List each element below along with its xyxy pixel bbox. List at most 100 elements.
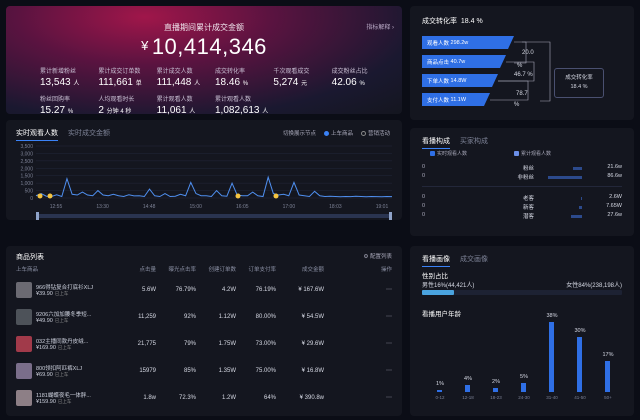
audience-panel: 看播画像 成交画像 性别占比 男性16%(44,421人) 女性84%(238,… [410,246,634,416]
kpi-label: 粉丝回购率 [40,97,71,103]
x-tick-label: 13:30 [96,204,109,210]
cumulative-count: 21.6w [607,164,622,170]
column-header[interactable]: 成交金额 [301,267,324,273]
kpi-label: 千次观看成交 [273,69,310,75]
table-row[interactable]: 966得钻复合打底衫XLJ ¥39.90 已上车 5.6W 76.79% 4.2W… [16,276,392,303]
row-more-icon[interactable]: ⋯ [386,395,392,401]
column-header[interactable]: 点击量 [139,267,156,273]
kpi-value: 11,061 人 [156,105,196,116]
scrollbar-handle[interactable] [36,212,39,220]
kpi-label: 累计观看人数 [156,97,193,103]
kpi-item: 累计观看人数 11,061 人 [157,94,215,116]
tab-viewer-composition[interactable]: 看播构成 [422,136,450,149]
product-info: 1181蝴蝶夜毛一体胖... ¥159.90 已上车 [16,389,116,406]
row-more-icon[interactable]: ⋯ [386,314,392,320]
tab-viewer-profile[interactable]: 看播画像 [422,254,450,267]
product-thumbnail [16,389,32,406]
product-name: 032主播同款丹皮绒... [36,338,89,345]
funnel-pct-1-unit: % [517,63,523,69]
legend-realtime: 实时观看人数 [430,150,467,157]
kpi-label: 累计成交人数 [156,69,193,75]
kpi-label: 累计成交订单数 [98,69,141,75]
age-label: 41-50 [574,395,586,400]
age-bar [605,360,610,392]
funnel-shape [422,36,551,106]
product-info: 966得钻复合打底衫XLJ ¥39.90 已上车 [16,281,116,298]
funnel-step: 支付人数 11.1W [427,96,467,104]
cell-amount: ¥ 16.8W [301,367,324,374]
option-products[interactable]: 上车商品 [323,129,353,137]
radio-off-icon [360,131,366,136]
cell-amount: ¥ 54.5W [301,313,324,320]
radio-on-icon [323,131,329,136]
product-list-title: 商品列表 [16,254,44,261]
viewers-series-line [35,175,393,198]
y-tick-label: 1,000 [20,181,33,187]
cell-clicks: 1.8w [143,394,156,401]
product-name: 9206六加加腰冬季短... [36,311,92,318]
segment-bar [580,197,582,200]
segment-bar [547,176,582,179]
product-price: ¥169.90 已上车 [36,344,72,351]
age-pct: 17% [602,351,614,358]
table-row[interactable]: 800领扣阿匹裤XLJ ¥69.90 已上车 15979 85% 1.35W 75… [16,357,392,384]
age-title: 看播用户年龄 [422,311,461,318]
config-columns-button[interactable]: ⚙ 配置列表 [363,254,392,260]
table-row[interactable]: 032主播同款丹皮绒... ¥169.90 已上车 21,775 79% 1.75… [16,330,392,357]
y-tick-label: 1,500 [20,174,33,180]
kpi-value: 111,448 人 [156,77,201,88]
age-bar [521,382,526,392]
cell-ctr: 92% [183,313,196,320]
row-more-icon[interactable]: ⋯ [386,287,392,293]
scrollbar-handle[interactable] [389,212,392,220]
table-row[interactable]: 9206六加加腰冬季短... ¥49.90 已上车 11,259 92% 1.12… [16,303,392,330]
y-tick-label: 3,500 [20,144,33,150]
conversion-panel: 成交转化率 18.4 % 观看人数 298.2w 商品点击 40.7w 下单人数 1… [410,6,634,120]
legend-dot-icon [430,151,435,156]
legend-dot-icon [514,151,519,156]
option-marketing[interactable]: 营销活动 [360,129,390,137]
x-tick-label: 19:01 [376,204,389,210]
age-pct: 2% [492,379,500,386]
column-header[interactable]: 操作 [380,267,392,273]
table-row[interactable]: 1181蝴蝶夜毛一体胖... ¥159.90 已上车 1.8w 72.3% 1.2… [16,384,392,411]
age-pct: 1% [436,381,444,387]
gender-bar [422,290,622,295]
column-header[interactable]: 订单支付率 [248,267,276,273]
tab-buyer-profile[interactable]: 成交画像 [460,256,488,263]
product-marker-icon[interactable] [273,193,279,199]
conversion-title: 成交转化率 18.4 % [422,18,483,25]
segment-bar [570,215,582,218]
kpi-item: 累计成交订单数 111,661 单 [98,66,156,88]
metric-explain-link[interactable]: 指标解释 › [366,25,394,31]
age-label: 24-30 [518,395,530,400]
kpi-item: 累计新增粉丝 13,543 人 [40,66,98,88]
product-marker-icon[interactable] [37,193,43,199]
row-more-icon[interactable]: ⋯ [386,368,392,374]
age-bar [465,384,470,392]
funnel-step: 下单人数 14.8W [427,77,467,85]
column-header[interactable]: 曝光点击率 [168,267,196,273]
age-pct: 30% [574,327,586,334]
kpi-label: 累计观看人数 [214,97,251,103]
column-header[interactable]: 上车商品 [16,267,39,273]
kpi-label: 成交粉丝占比 [331,69,368,75]
product-marker-icon[interactable] [47,193,53,199]
y-tick-label: 0 [30,196,33,202]
tab-realtime-amount[interactable]: 实时成交金额 [68,130,110,137]
column-header[interactable]: 创建订单数 [208,267,236,273]
cumulative-count: 7.65W [606,203,622,209]
tab-buyer-composition[interactable]: 买家构成 [460,138,488,145]
product-name: 1181蝴蝶夜毛一体胖... [36,392,91,399]
product-thumbnail [16,308,32,325]
divider [422,186,622,187]
age-bar [577,336,582,392]
tab-realtime-viewers[interactable]: 实时观看人数 [16,128,58,141]
time-range-scrollbar[interactable] [36,214,392,218]
segment-bar [578,206,582,209]
y-tick-label: 2,000 [20,166,33,172]
product-marker-icon[interactable] [235,193,241,199]
male-share: 男性16%(44,421人) [422,283,475,289]
conversion-rate-box: 成交转化率 18.4 % [554,68,604,98]
row-more-icon[interactable]: ⋯ [386,341,392,347]
